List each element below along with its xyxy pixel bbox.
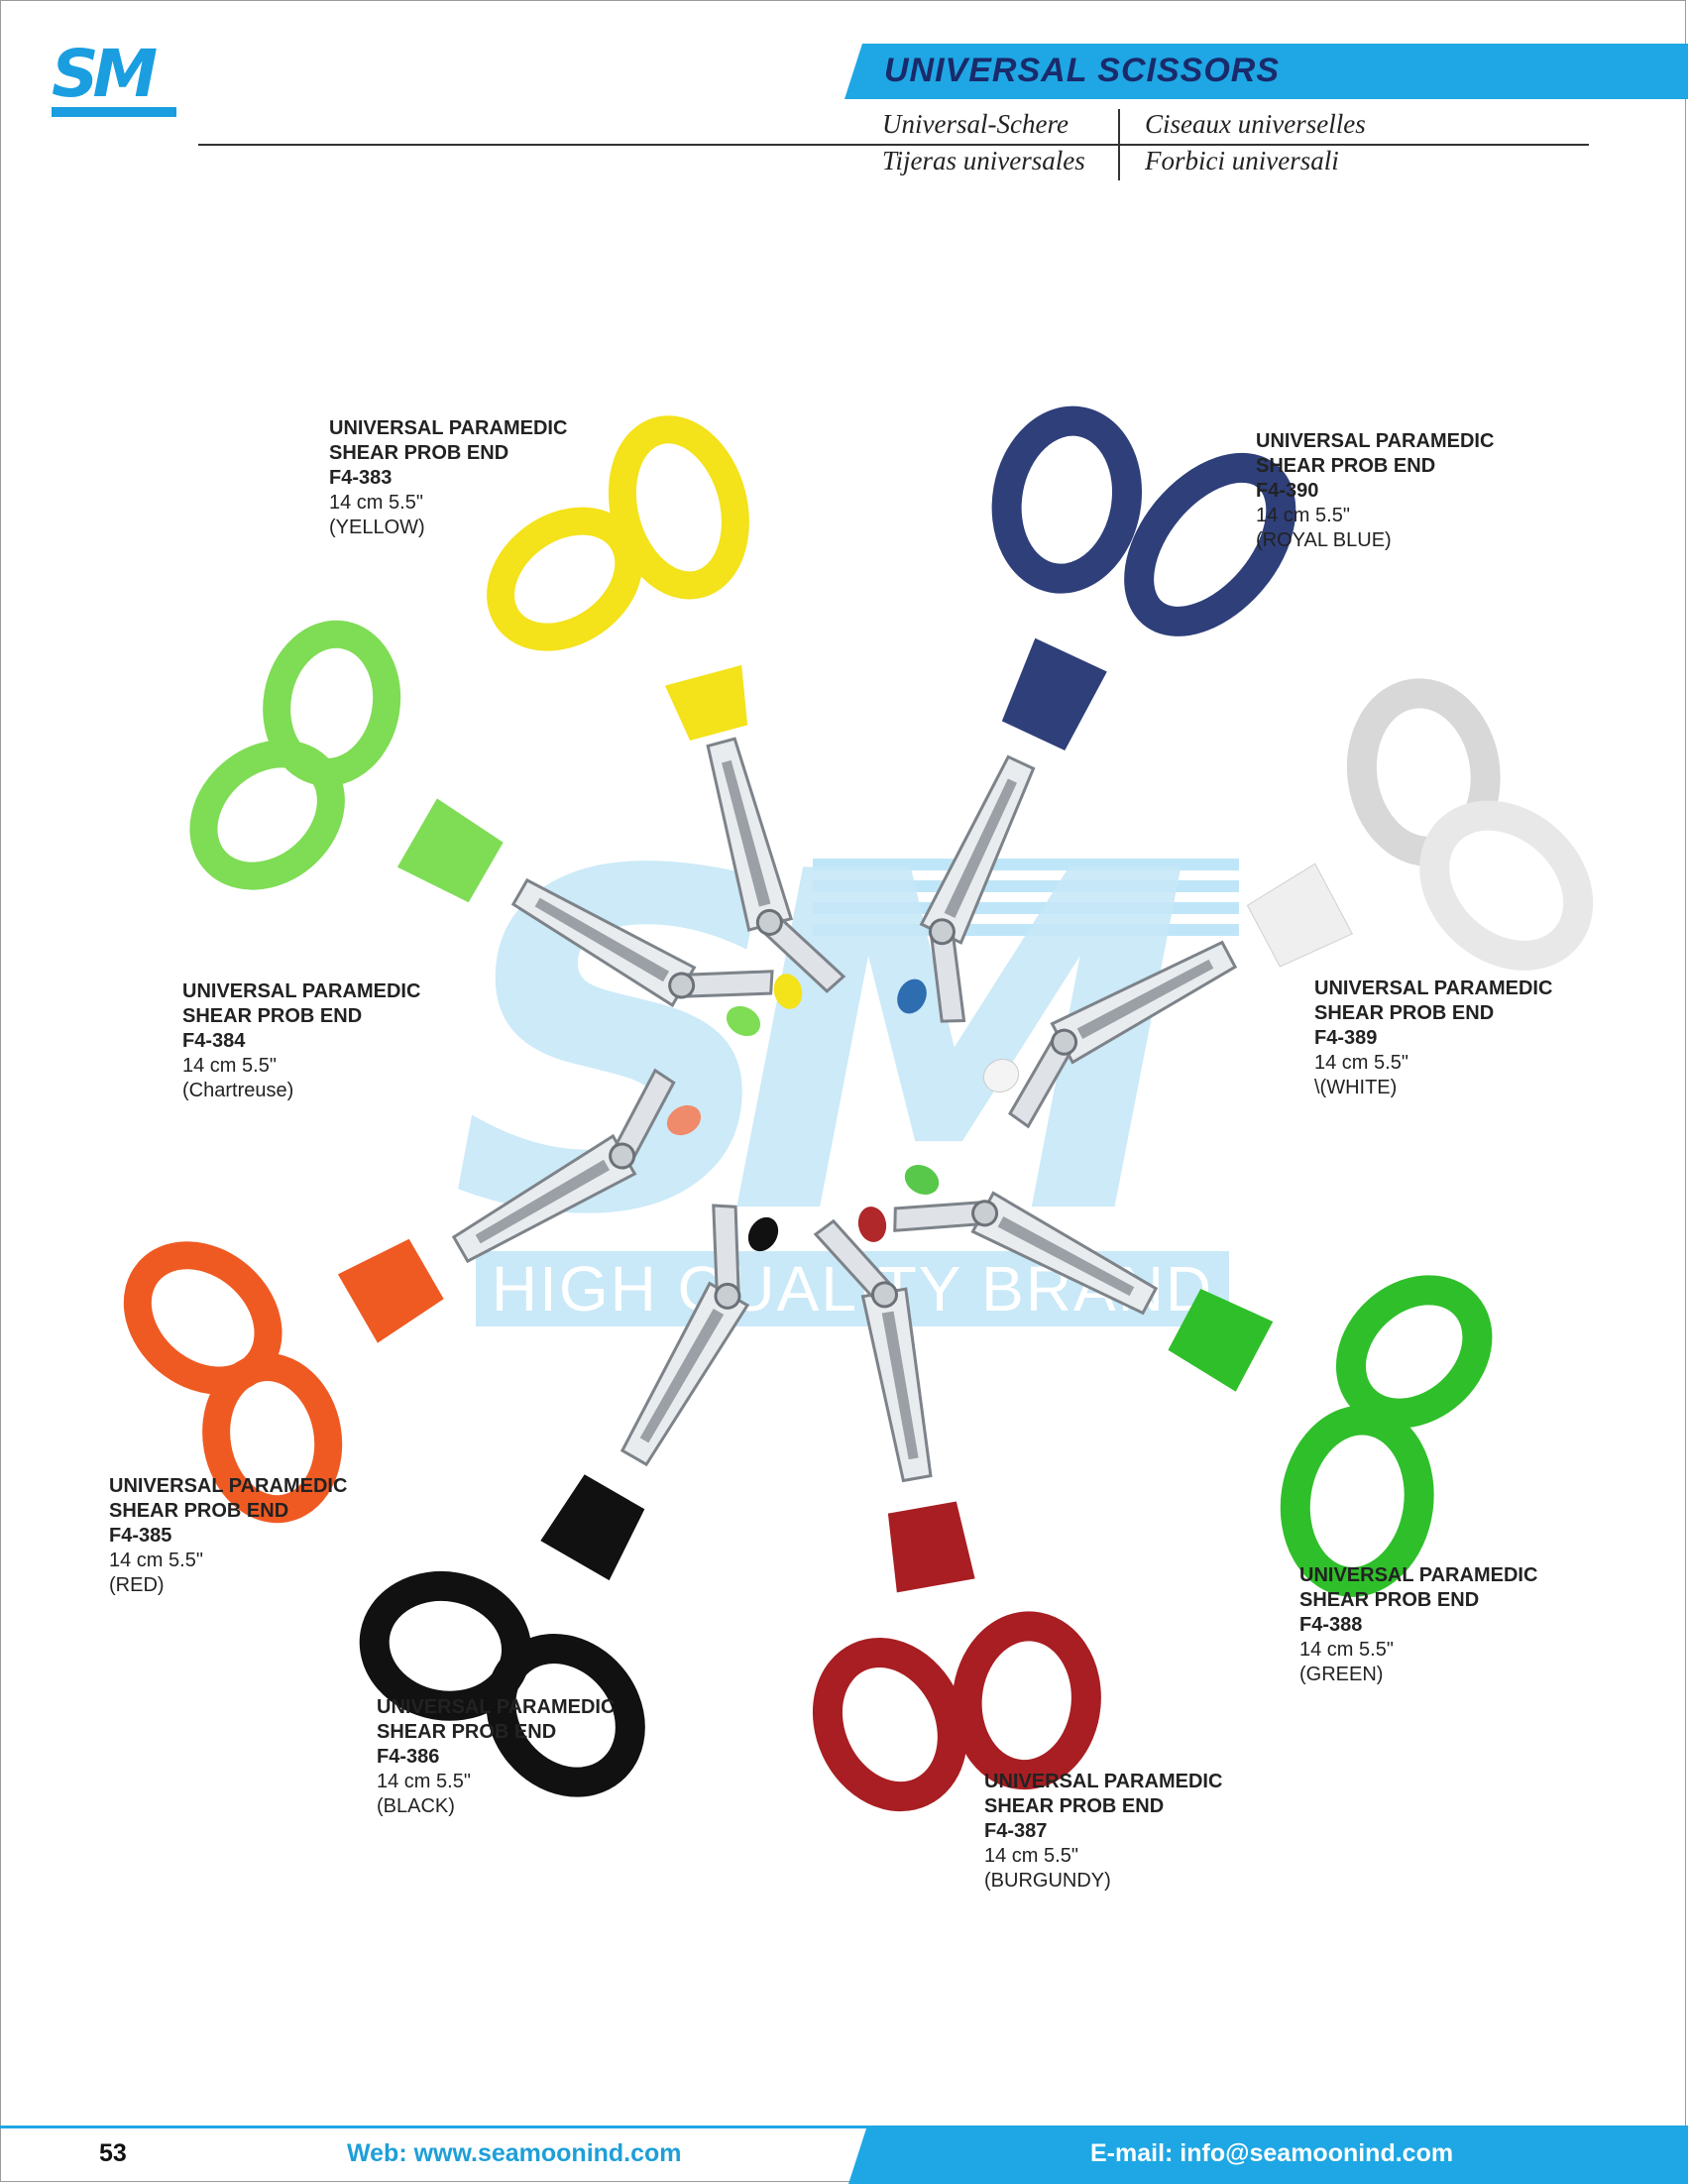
product-name-line1: UNIVERSAL PARAMEDIC: [1256, 430, 1495, 452]
product-code: F4-385: [109, 1525, 172, 1547]
product-label-f4-390: UNIVERSAL PARAMEDIC SHEAR PROB END F4-39…: [1256, 429, 1494, 553]
product-color: (ROYAL BLUE): [1256, 529, 1392, 551]
logo-mark: SM: [52, 36, 158, 112]
product-size: 14 cm 5.5": [984, 1845, 1078, 1867]
product-name-line2: SHEAR PROB END: [182, 1005, 363, 1027]
product-label-f4-385: UNIVERSAL PARAMEDIC SHEAR PROB END F4-38…: [109, 1474, 347, 1598]
product-code: F4-388: [1299, 1614, 1363, 1636]
header-vertical-divider: [1118, 109, 1120, 180]
title-spanish: Tijeras universales: [882, 146, 1085, 175]
footer-line: [0, 2126, 1688, 2128]
product-name-line2: SHEAR PROB END: [1299, 1589, 1480, 1611]
email-link[interactable]: E-mail: info@seamoonind.com: [1090, 2139, 1454, 2167]
product-color: (RED): [109, 1574, 165, 1596]
product-name-line1: UNIVERSAL PARAMEDIC: [182, 980, 421, 1002]
page-title: UNIVERSAL SCISSORS: [884, 52, 1281, 89]
product-size: 14 cm 5.5": [1314, 1052, 1408, 1074]
product-label-f4-388: UNIVERSAL PARAMEDIC SHEAR PROB END F4-38…: [1299, 1563, 1537, 1687]
product-label-f4-383: UNIVERSAL PARAMEDIC SHEAR PROB END F4-38…: [329, 416, 567, 540]
product-name-line1: UNIVERSAL PARAMEDIC: [1314, 977, 1553, 999]
product-code: F4-384: [182, 1030, 246, 1052]
product-label-f4-384: UNIVERSAL PARAMEDIC SHEAR PROB END F4-38…: [182, 979, 420, 1103]
footer-band: [848, 2128, 1688, 2184]
product-name-line2: SHEAR PROB END: [377, 1721, 557, 1743]
product-color: (YELLOW): [329, 517, 425, 538]
product-label-f4-386: UNIVERSAL PARAMEDIC SHEAR PROB END F4-38…: [377, 1695, 615, 1819]
brand-logo: SM: [52, 40, 180, 119]
header-band: [844, 44, 1688, 99]
title-german: Universal-Schere: [882, 109, 1069, 139]
product-size: 14 cm 5.5": [329, 492, 423, 514]
title-italian: Forbici universali: [1145, 146, 1339, 175]
product-name-line2: SHEAR PROB END: [1314, 1002, 1495, 1024]
product-name-line2: SHEAR PROB END: [1256, 455, 1436, 477]
product-size: 14 cm 5.5": [109, 1550, 203, 1571]
product-code: F4-390: [1256, 480, 1319, 502]
product-code: F4-386: [377, 1746, 440, 1768]
logo-strip: [52, 107, 176, 117]
product-size: 14 cm 5.5": [182, 1055, 277, 1077]
product-code: F4-387: [984, 1820, 1048, 1842]
product-name-line2: SHEAR PROB END: [329, 442, 509, 464]
product-name-line1: UNIVERSAL PARAMEDIC: [109, 1475, 348, 1497]
product-name-line1: UNIVERSAL PARAMEDIC: [377, 1696, 616, 1718]
product-color: (GREEN): [1299, 1664, 1384, 1685]
product-name-line2: SHEAR PROB END: [109, 1500, 289, 1522]
title-french: Ciseaux universelles: [1145, 109, 1366, 139]
product-color: (Chartreuse): [182, 1080, 294, 1101]
watermark-logo: SM: [451, 774, 1190, 1317]
product-code: F4-389: [1314, 1027, 1378, 1049]
product-label-f4-389: UNIVERSAL PARAMEDIC SHEAR PROB END F4-38…: [1314, 977, 1552, 1100]
product-name-line1: UNIVERSAL PARAMEDIC: [1299, 1564, 1538, 1586]
website-link[interactable]: Web: www.seamoonind.com: [347, 2139, 682, 2167]
product-color: \(WHITE): [1314, 1077, 1398, 1098]
product-name-line1: UNIVERSAL PARAMEDIC: [329, 417, 568, 439]
product-color: (BURGUNDY): [984, 1870, 1111, 1892]
watermark-text: HIGH QUALITY BRAND: [491, 1253, 1214, 1324]
product-label-f4-387: UNIVERSAL PARAMEDIC SHEAR PROB END F4-38…: [984, 1770, 1222, 1894]
product-size: 14 cm 5.5": [1256, 505, 1350, 526]
product-code: F4-383: [329, 467, 393, 489]
product-name-line1: UNIVERSAL PARAMEDIC: [984, 1771, 1223, 1792]
product-size: 14 cm 5.5": [377, 1771, 471, 1792]
page-number: 53: [99, 2139, 127, 2167]
product-color: (BLACK): [377, 1795, 455, 1817]
header-divider: [198, 144, 1589, 146]
product-name-line2: SHEAR PROB END: [984, 1795, 1165, 1817]
product-size: 14 cm 5.5": [1299, 1639, 1394, 1661]
